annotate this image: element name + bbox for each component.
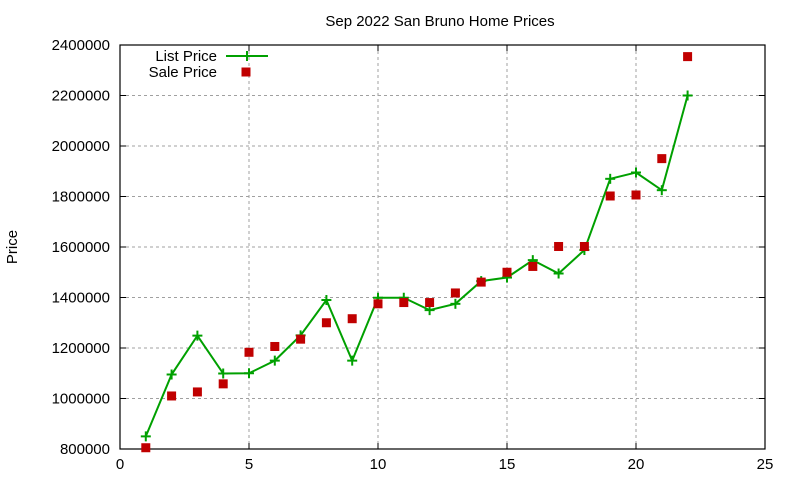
y-tick-label: 2400000 (52, 37, 110, 54)
list-price-series (140, 90, 693, 442)
y-tick-label: 1800000 (52, 189, 110, 206)
legend-square-icon (241, 67, 251, 77)
square-marker-icon (167, 391, 177, 401)
square-marker-icon (657, 154, 667, 164)
plus-marker-icon (244, 368, 254, 379)
legend-label-sale-price: Sale Price (149, 64, 217, 81)
x-tick-label: 25 (757, 456, 774, 473)
y-axis-label: Price (4, 230, 21, 264)
y-tick-label: 800000 (60, 441, 110, 458)
plus-marker-icon (553, 268, 564, 279)
plus-marker-icon (166, 369, 177, 380)
square-marker-icon (192, 387, 202, 397)
square-marker-icon (296, 334, 306, 344)
square-marker-icon (554, 241, 564, 251)
plus-marker-icon (605, 173, 616, 184)
axis-ticks (119, 44, 766, 450)
grid-lines (120, 45, 765, 449)
square-marker-icon (141, 443, 151, 453)
x-tick-label: 20 (628, 456, 645, 473)
square-marker-icon (502, 267, 512, 277)
y-tick-label: 1400000 (52, 290, 110, 307)
y-axis-tick-labels: 800000 1000000 1200000 1400000 1600000 180000… (52, 37, 110, 458)
y-tick-label: 2000000 (52, 138, 110, 155)
square-marker-icon (605, 191, 615, 201)
data-series (140, 52, 693, 453)
plus-marker-icon (631, 167, 641, 178)
y-tick-label: 2200000 (52, 88, 110, 105)
legend: List Price Sale Price (149, 48, 268, 81)
x-tick-label: 10 (370, 456, 387, 473)
x-tick-label: 15 (499, 456, 516, 473)
plus-marker-icon (218, 368, 229, 379)
plus-marker-icon (192, 330, 203, 341)
plus-marker-icon (269, 355, 280, 366)
plus-marker-icon (682, 90, 693, 101)
square-marker-icon (244, 347, 254, 357)
y-tick-label: 1000000 (52, 391, 110, 408)
plus-marker-icon (321, 295, 332, 306)
legend-line-plus-icon (226, 51, 268, 61)
square-marker-icon (579, 241, 589, 251)
square-marker-icon (450, 288, 460, 298)
y-tick-label: 1200000 (52, 340, 110, 357)
x-axis-tick-labels: 0 5 10 15 20 25 (116, 456, 774, 473)
plus-marker-icon (656, 185, 667, 196)
y-tick-label: 1600000 (52, 239, 110, 256)
legend-label-list-price: List Price (155, 48, 217, 65)
plus-marker-icon (347, 355, 358, 366)
x-tick-label: 5 (245, 456, 253, 473)
square-marker-icon (399, 298, 409, 308)
square-marker-icon (270, 341, 280, 351)
square-marker-icon (347, 314, 357, 324)
plus-marker-icon (140, 431, 151, 442)
square-marker-icon (425, 298, 435, 308)
plus-marker-icon (450, 298, 461, 309)
square-marker-icon (218, 379, 228, 389)
square-marker-icon (476, 277, 486, 287)
square-marker-icon (683, 52, 693, 62)
chart-title: Sep 2022 San Bruno Home Prices (325, 13, 554, 30)
x-tick-label: 0 (116, 456, 124, 473)
series-line (144, 95, 689, 437)
square-marker-icon (373, 299, 383, 309)
square-marker-icon (528, 261, 538, 271)
square-marker-icon (321, 318, 331, 328)
square-marker-icon (631, 190, 641, 200)
sale-price-series (141, 52, 693, 453)
